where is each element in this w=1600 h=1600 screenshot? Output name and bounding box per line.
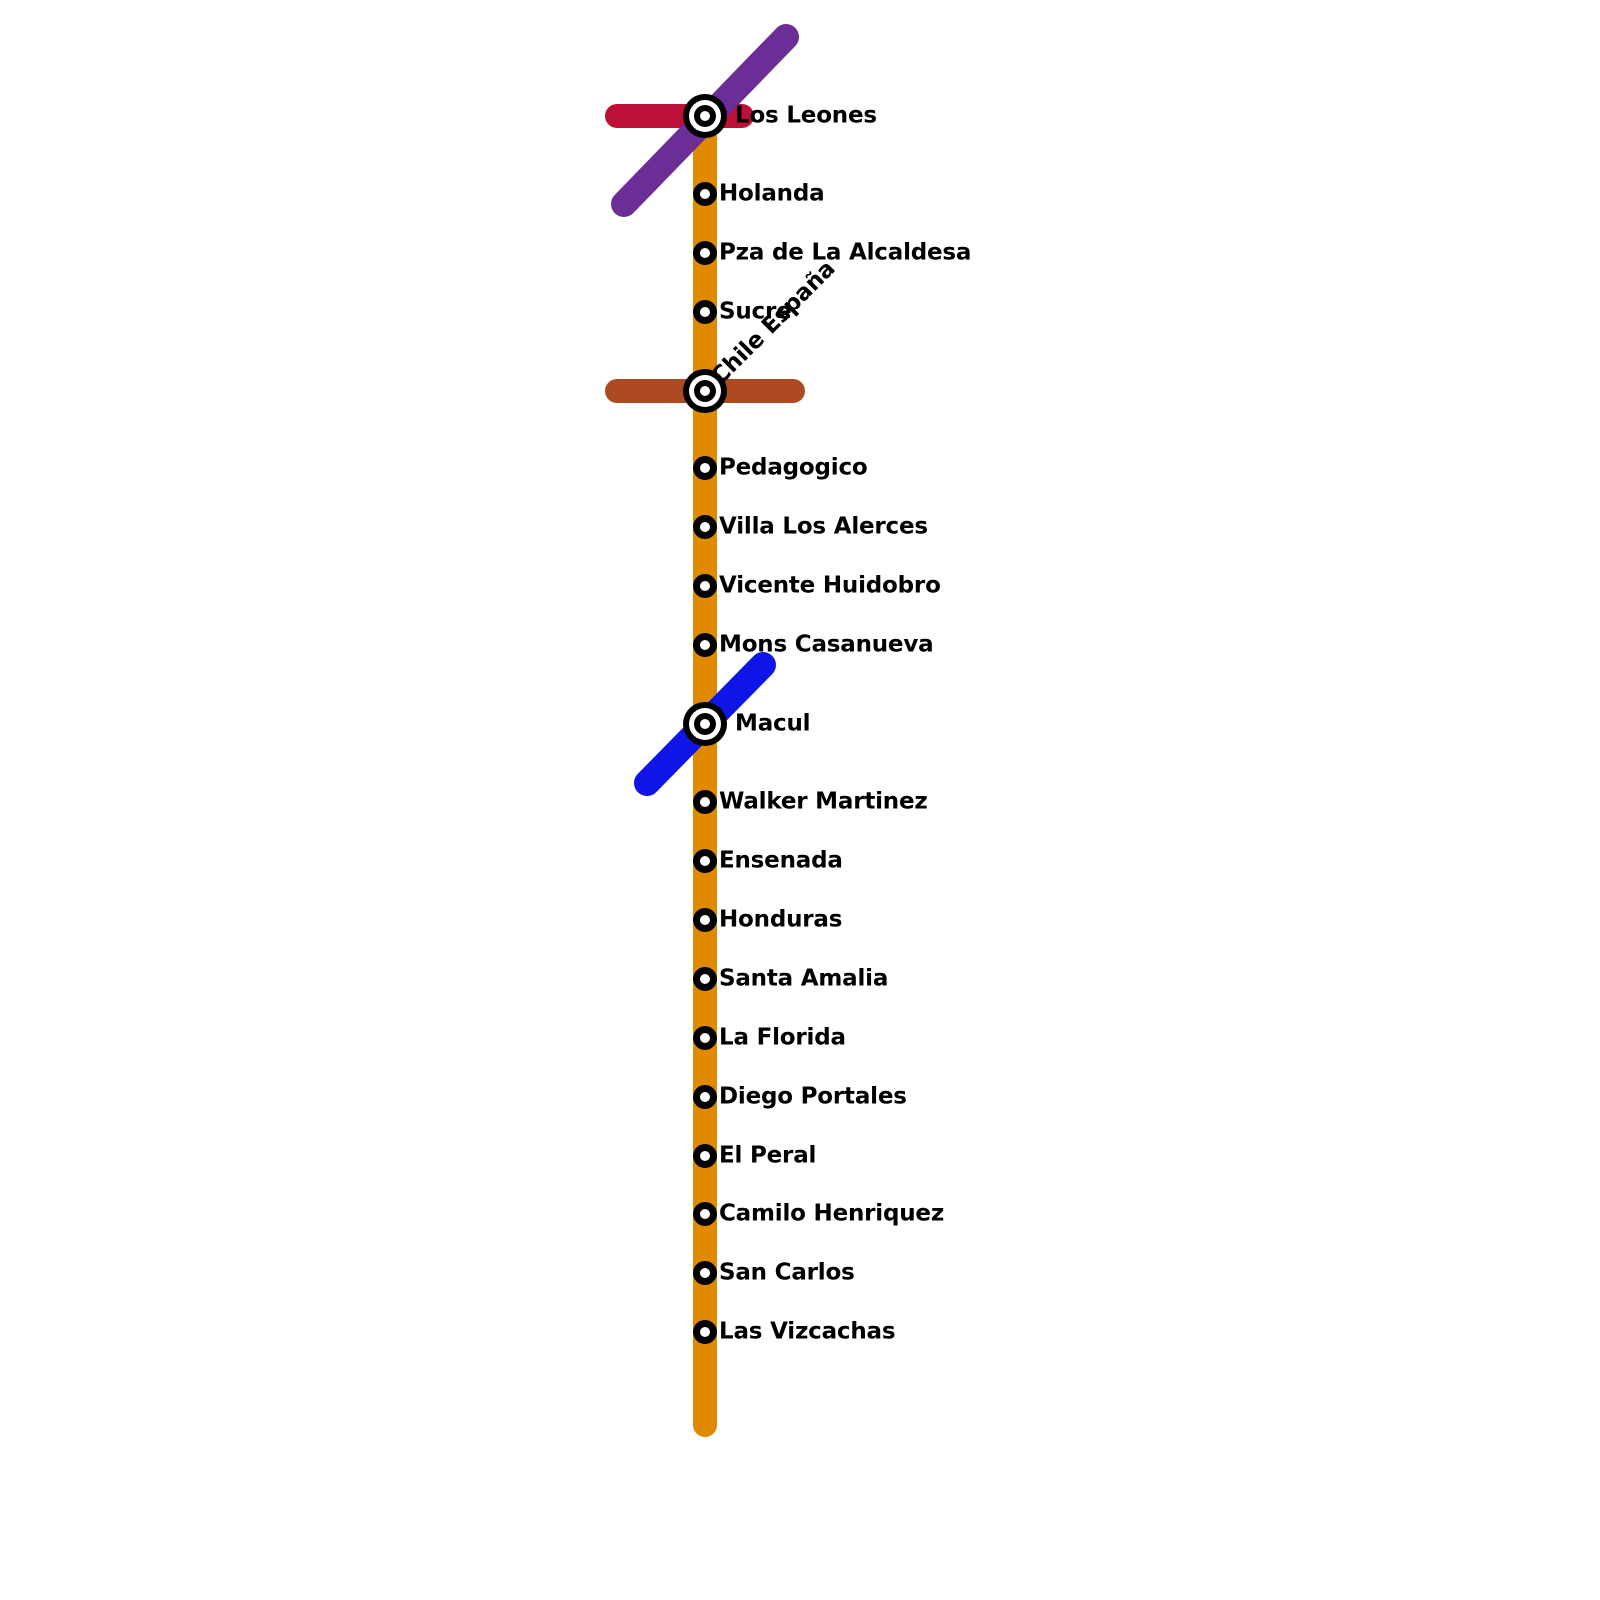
station-marker-los-leones[interactable] [683, 94, 727, 138]
station-marker-la-florida[interactable] [693, 1026, 717, 1050]
station-marker-camilo-henriquez[interactable] [693, 1202, 717, 1226]
station-label-vicente-huidobro: Vicente Huidobro [719, 573, 941, 599]
station-label-villa-los-alerces: Villa Los Alerces [719, 514, 928, 540]
station-marker-sucre[interactable] [693, 300, 717, 324]
station-label-ensenada: Ensenada [719, 848, 843, 874]
station-label-sucre: Sucre [719, 299, 792, 325]
station-label-honduras: Honduras [719, 907, 842, 933]
station-label-diego-portales: Diego Portales [719, 1084, 907, 1110]
station-marker-macul[interactable] [683, 702, 727, 746]
station-marker-san-carlos[interactable] [693, 1261, 717, 1285]
station-marker-ensenada[interactable] [693, 849, 717, 873]
station-label-los-leones: Los Leones [735, 103, 877, 129]
station-label-la-florida: La Florida [719, 1025, 846, 1051]
station-label-walker-martinez: Walker Martinez [719, 789, 928, 815]
station-marker-las-vizcachas[interactable] [693, 1320, 717, 1344]
station-marker-honduras[interactable] [693, 908, 717, 932]
station-marker-pza-de-la-alcaldesa[interactable] [693, 241, 717, 265]
stations-layer [683, 94, 727, 1344]
station-label-camilo-henriquez: Camilo Henriquez [719, 1201, 944, 1227]
station-marker-villa-los-alerces[interactable] [693, 515, 717, 539]
station-marker-mons-casanueva[interactable] [693, 633, 717, 657]
station-marker-vicente-huidobro[interactable] [693, 574, 717, 598]
station-marker-santa-amalia[interactable] [693, 967, 717, 991]
station-marker-diego-portales[interactable] [693, 1085, 717, 1109]
station-label-san-carlos: San Carlos [719, 1260, 855, 1286]
station-label-el-peral: El Peral [719, 1143, 816, 1169]
station-label-las-vizcachas: Las Vizcachas [719, 1319, 895, 1345]
labels-layer: Los Leones Holanda Pza de La Alcaldesa Sucr… [706, 103, 971, 1345]
station-marker-walker-martinez[interactable] [693, 790, 717, 814]
station-label-pza-de-la-alcaldesa: Pza de La Alcaldesa [719, 240, 971, 266]
station-marker-pedagogico[interactable] [693, 456, 717, 480]
station-label-santa-amalia: Santa Amalia [719, 966, 888, 992]
station-marker-chile-espana[interactable] [683, 369, 727, 413]
station-marker-el-peral[interactable] [693, 1144, 717, 1168]
station-label-holanda: Holanda [719, 181, 824, 207]
station-label-mons-casanueva: Mons Casanueva [719, 632, 933, 658]
station-marker-holanda[interactable] [693, 182, 717, 206]
station-label-pedagogico: Pedagogico [719, 455, 868, 481]
station-label-macul: Macul [735, 711, 810, 737]
